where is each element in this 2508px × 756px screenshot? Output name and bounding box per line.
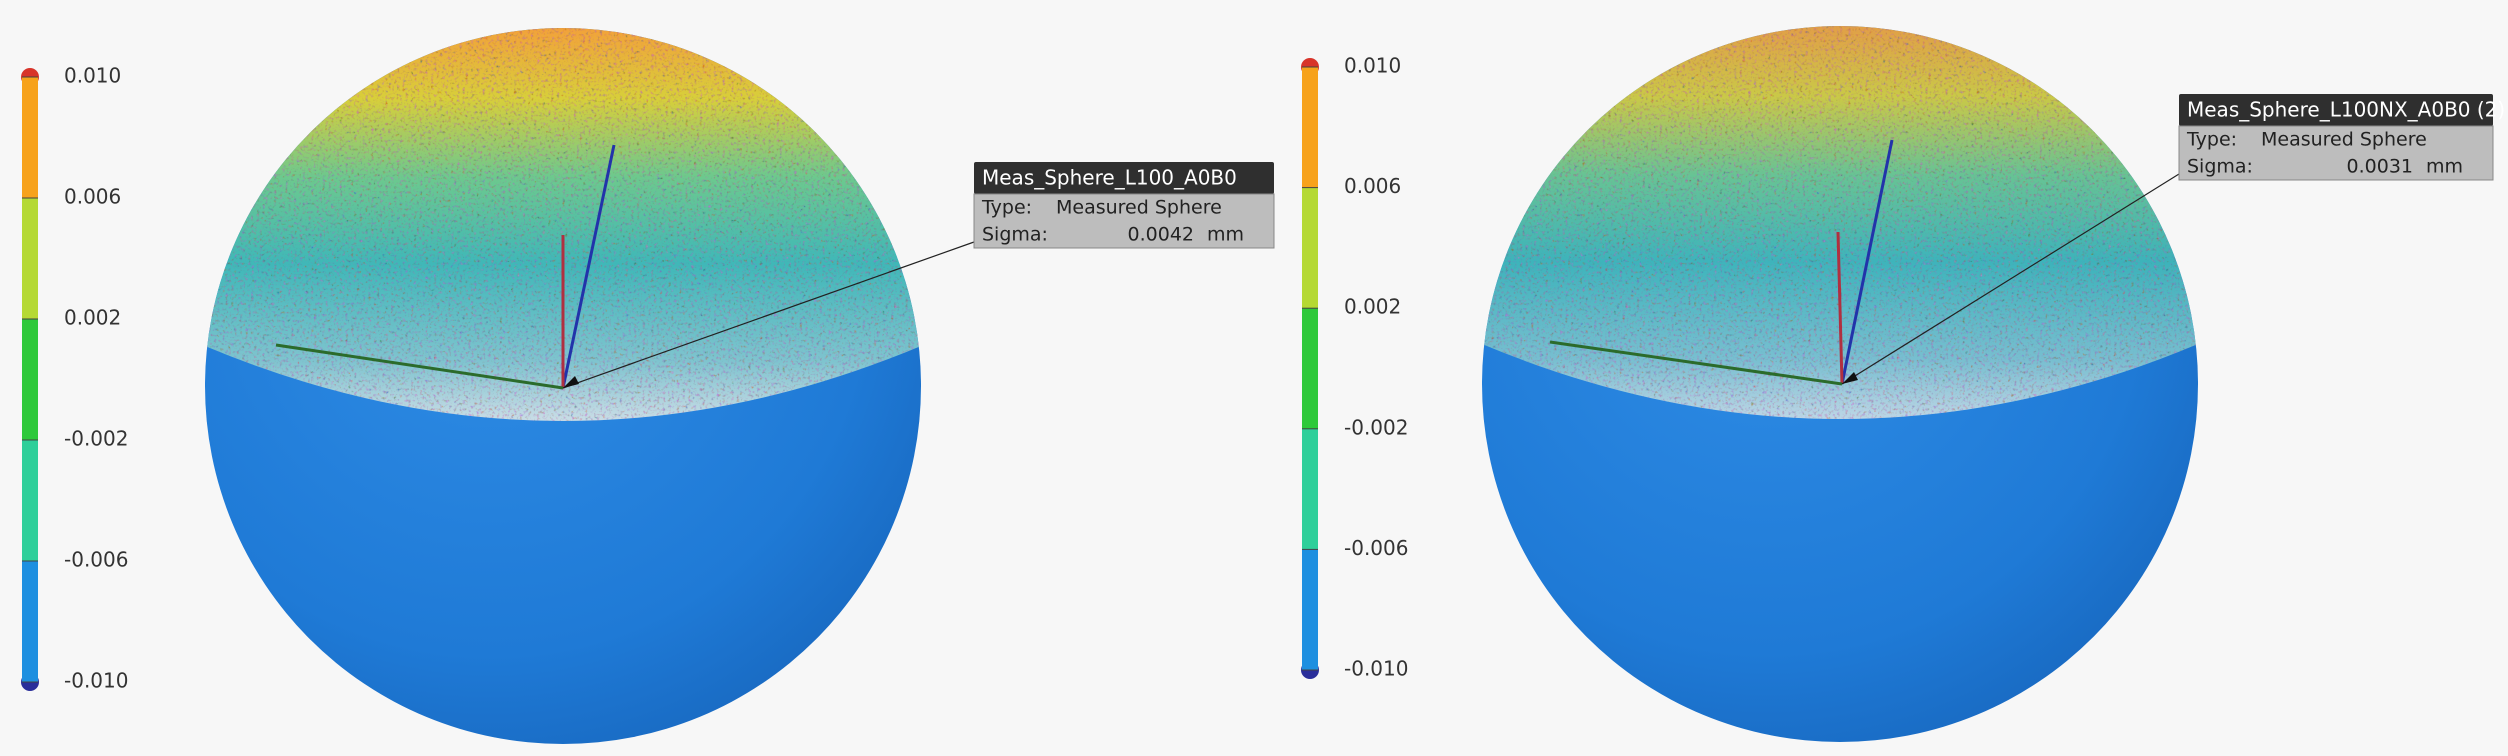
tooltip: Meas_Sphere_L100NX_A0B0 (2) Type: Measured…: [2178, 94, 2505, 181]
tooltip-body: [2178, 125, 2494, 181]
tooltip-sigma-value: 0.0042: [1128, 224, 1194, 246]
leader-line: [562, 241, 975, 389]
legend-segment: [22, 561, 38, 682]
deviation-cap: [205, 28, 921, 421]
legend-label: 0.006: [1344, 174, 1401, 198]
legend-segment: [22, 670, 38, 682]
legend-label: 0.002: [64, 306, 121, 330]
axis: [1549, 340, 1843, 386]
tooltip-type-label: Type:: [2186, 129, 2237, 151]
legend-segment: [1302, 308, 1318, 429]
legend-label: -0.006: [64, 548, 128, 572]
legend-label: 0.006: [64, 185, 121, 209]
legend-segment: [22, 198, 38, 319]
legend-label: 0.002: [1344, 295, 1401, 319]
cap-speckle: [1482, 26, 2198, 419]
deviation-cap: [1482, 26, 2198, 419]
tooltip-title: Meas_Sphere_L100NX_A0B0 (2): [2187, 98, 2505, 122]
legend-label: 0.010: [64, 64, 121, 88]
tooltip-sigma-label: Sigma:: [2187, 156, 2253, 178]
legend-segment: [22, 319, 38, 440]
legend-segment: [1302, 67, 1318, 79]
legend-segment: [1302, 549, 1318, 670]
legend-label: -0.010: [1344, 657, 1408, 681]
panel: 0.010 0.006 0.002 -0.002 -0.006 -0.010 Meas_Sp…: [1301, 26, 2505, 742]
legend-label: -0.002: [1344, 415, 1408, 439]
tooltip-sigma-value: 0.0031: [2347, 156, 2413, 178]
tooltip-sigma-label: Sigma:: [982, 224, 1048, 246]
axis: [1840, 139, 1894, 385]
leader-line: [1841, 173, 2180, 385]
tooltip-type-label: Type:: [981, 197, 1032, 219]
tooltip-title: Meas_Sphere_L100_A0B0: [982, 166, 1237, 190]
leader-arrow: [1842, 372, 1858, 384]
tooltip: Meas_Sphere_L100_A0B0 Type: Measured Spher…: [973, 162, 1275, 249]
legend-segment: [1302, 658, 1318, 670]
legend-label: -0.002: [64, 427, 128, 451]
tooltip-type-value: Measured Sphere: [2261, 129, 2427, 151]
legend-segment: [1302, 67, 1318, 188]
axis: [561, 144, 616, 389]
cap-speckle: [205, 28, 921, 421]
tooltip-unit: mm: [1207, 224, 1244, 246]
legend-segment: [22, 77, 38, 89]
leader-arrow: [563, 376, 579, 388]
legend-label: 0.010: [1344, 54, 1401, 78]
legend-segment: [22, 440, 38, 561]
tooltip-unit: mm: [2426, 156, 2463, 178]
axis: [275, 343, 564, 390]
legend-label: -0.010: [64, 669, 128, 693]
tooltip-header: [974, 162, 1274, 194]
legend-segment: [22, 77, 38, 198]
legend-label: -0.006: [1344, 536, 1408, 560]
tooltip-body: [973, 193, 1275, 249]
tooltip-header: [2179, 94, 2493, 126]
tooltip-type-value: Measured Sphere: [1056, 197, 1222, 219]
panel: 0.010 0.006 0.002 -0.002 -0.006 -0.010 Meas_Sp…: [21, 28, 1275, 744]
axis: [1836, 231, 1844, 385]
legend-segment: [1302, 187, 1318, 309]
legend-segment: [1302, 428, 1318, 550]
